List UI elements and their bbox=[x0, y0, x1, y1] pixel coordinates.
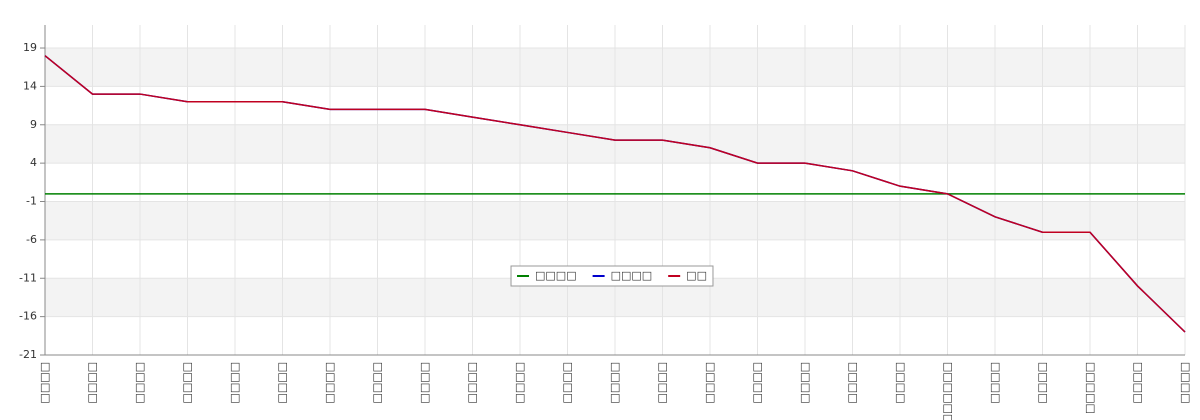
x-tick-label: □□□□ bbox=[371, 362, 384, 404]
y-tick-label: 4 bbox=[30, 156, 37, 169]
legend-label: □□ bbox=[686, 269, 707, 282]
y-tick-label: -1 bbox=[26, 195, 37, 208]
x-tick-label: □□□□ bbox=[513, 362, 526, 404]
x-tick-label: □□□□ bbox=[561, 362, 574, 404]
legend-item: □□ bbox=[668, 269, 707, 282]
legend-box bbox=[510, 265, 714, 287]
x-tick-label: □□□□□ bbox=[1083, 362, 1096, 414]
legend: □□□□ □□□□ □□ bbox=[510, 265, 714, 287]
x-tick-label: □□□□ bbox=[703, 362, 716, 404]
x-tick-label: □□□□ bbox=[893, 362, 906, 404]
series-line bbox=[44, 55, 1186, 333]
x-tick-label: □□□□ bbox=[276, 362, 289, 404]
y-tick-label: 19 bbox=[23, 41, 37, 54]
x-tick-label: □□□□ bbox=[133, 362, 146, 404]
y-tick-label: 14 bbox=[23, 79, 37, 92]
x-tick-label: □□□□ bbox=[418, 362, 431, 404]
y-tick-label: 9 bbox=[30, 118, 37, 131]
x-tick-label: □□□□ bbox=[38, 362, 51, 404]
y-tick-label: -16 bbox=[19, 310, 37, 323]
x-tick-label: □□□□ bbox=[798, 362, 811, 404]
x-tick-label: □□□□ bbox=[181, 362, 194, 404]
x-tick-label: □□□□□□ bbox=[941, 362, 954, 420]
x-tick-label: □□□□ bbox=[466, 362, 479, 404]
x-tick-label: □□□□ bbox=[323, 362, 336, 404]
legend-label: □□□□ bbox=[611, 269, 653, 282]
y-tick-label: -11 bbox=[19, 271, 37, 284]
x-tick-label: □□□□ bbox=[1178, 362, 1191, 404]
x-tick-label: □□□□ bbox=[1131, 362, 1144, 404]
x-tick-label: □□□□ bbox=[751, 362, 764, 404]
x-tick-label: □□□□ bbox=[846, 362, 859, 404]
legend-item: □□□□ bbox=[517, 269, 577, 282]
x-tick-label: □□□□ bbox=[228, 362, 241, 404]
x-tick-label: □□□□ bbox=[608, 362, 621, 404]
x-tick-label: □□□□ bbox=[1036, 362, 1049, 404]
x-tick-label: □□□□ bbox=[656, 362, 669, 404]
x-tick-label: □□□□ bbox=[86, 362, 99, 404]
y-tick-label: -6 bbox=[26, 233, 37, 246]
y-tick-label: -21 bbox=[19, 348, 37, 361]
legend-label: □□□□ bbox=[535, 269, 577, 282]
x-tick-label: □□□□ bbox=[988, 362, 1001, 404]
legend-item: □□□□ bbox=[592, 269, 653, 282]
